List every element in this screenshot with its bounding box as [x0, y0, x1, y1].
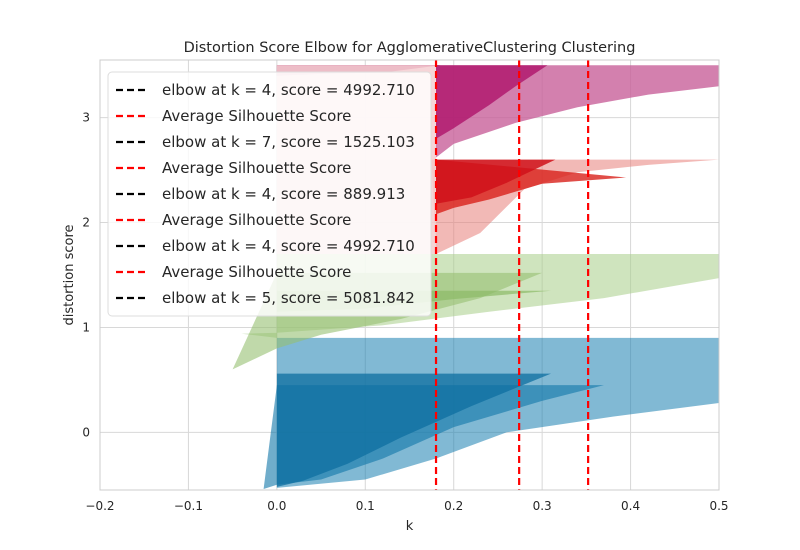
y-tick-label: 2	[82, 216, 90, 230]
legend-label: elbow at k = 4, score = 4992.710	[162, 81, 415, 99]
y-tick-label: 0	[82, 425, 90, 439]
chart-title: Distortion Score Elbow for Agglomerative…	[184, 40, 636, 56]
x-tick-label: 0.4	[621, 499, 640, 513]
legend-box	[107, 71, 432, 317]
legend-label: elbow at k = 4, score = 889.913	[162, 185, 405, 203]
plot-frame	[99, 59, 720, 491]
average-silhouette-lines	[434, 60, 590, 490]
legend-label: Average Silhouette Score	[162, 211, 351, 229]
legend-label: elbow at k = 7, score = 1525.103	[162, 133, 415, 151]
x-tick-label: 0.3	[533, 499, 552, 513]
legend-label: elbow at k = 5, score = 5081.842	[162, 289, 415, 307]
x-tick-label: −0.1	[174, 499, 203, 513]
x-axis-label: k	[406, 519, 414, 534]
legend-label: elbow at k = 4, score = 4992.710	[162, 237, 415, 255]
x-tick-label: 0.1	[356, 499, 375, 513]
legend-label: Average Silhouette Score	[162, 159, 351, 177]
y-tick-label: 3	[82, 111, 90, 125]
x-tick-label: −0.2	[85, 499, 114, 513]
silhouette-area-2	[276, 373, 551, 487]
legend-label: Average Silhouette Score	[162, 263, 351, 281]
y-axis-label: distortion score	[62, 225, 77, 326]
y-tick-label: 1	[82, 320, 90, 334]
x-tick-label: 0.2	[444, 499, 463, 513]
x-tick-label: 0.0	[267, 499, 286, 513]
x-tick-label: 0.5	[709, 499, 728, 513]
legend-label: Average Silhouette Score	[162, 107, 351, 125]
axes: −0.2 −0.1 0.0 0.1 0.2 0.3 0.4 0.5 0 1 2 3	[82, 59, 729, 513]
legend: elbow at k = 4, score = 4992.710 Average …	[107, 71, 432, 317]
silhouette-area-8	[436, 159, 556, 204]
